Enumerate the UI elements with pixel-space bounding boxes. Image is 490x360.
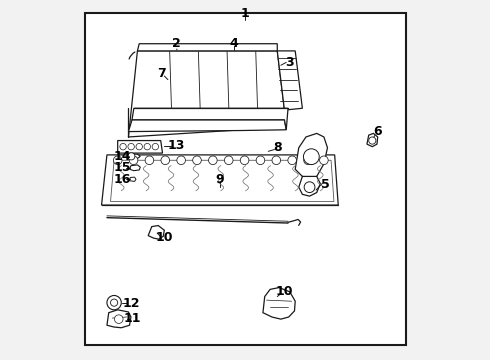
Polygon shape [132, 108, 288, 130]
Circle shape [304, 156, 312, 165]
Text: 3: 3 [286, 56, 294, 69]
Circle shape [111, 299, 118, 306]
Circle shape [368, 137, 376, 144]
Text: 7: 7 [157, 67, 166, 80]
Polygon shape [128, 51, 285, 137]
Circle shape [120, 143, 126, 150]
Circle shape [144, 143, 150, 150]
Text: 4: 4 [229, 36, 238, 50]
Circle shape [128, 143, 134, 150]
Circle shape [128, 153, 135, 160]
Circle shape [129, 156, 138, 165]
Circle shape [113, 156, 122, 165]
Text: 13: 13 [168, 139, 185, 152]
Text: 14: 14 [113, 150, 131, 163]
Circle shape [177, 156, 185, 165]
Polygon shape [277, 51, 302, 110]
Polygon shape [101, 155, 338, 205]
Circle shape [209, 156, 217, 165]
Circle shape [319, 156, 328, 165]
Text: 5: 5 [321, 178, 330, 191]
Circle shape [288, 156, 296, 165]
Circle shape [240, 156, 249, 165]
Text: 12: 12 [122, 297, 140, 310]
Circle shape [224, 156, 233, 165]
Polygon shape [118, 140, 163, 153]
Circle shape [136, 143, 143, 150]
Text: 10: 10 [276, 285, 293, 298]
Circle shape [304, 182, 315, 193]
Text: 16: 16 [113, 173, 131, 186]
Polygon shape [128, 154, 140, 158]
Polygon shape [128, 120, 286, 132]
Text: 8: 8 [273, 141, 282, 154]
Circle shape [272, 156, 281, 165]
Circle shape [145, 156, 154, 165]
Text: 2: 2 [172, 37, 181, 50]
Circle shape [161, 156, 170, 165]
Text: 6: 6 [373, 125, 382, 138]
Circle shape [115, 315, 123, 323]
Bar [85, 13, 406, 345]
Polygon shape [107, 310, 131, 328]
Text: 1: 1 [241, 7, 249, 20]
Circle shape [193, 156, 201, 165]
Polygon shape [148, 226, 164, 239]
Polygon shape [129, 165, 140, 171]
Circle shape [303, 149, 319, 165]
Polygon shape [137, 44, 277, 51]
Polygon shape [295, 134, 327, 178]
Polygon shape [299, 176, 320, 196]
Circle shape [152, 143, 159, 150]
Text: 15: 15 [113, 161, 131, 174]
Circle shape [107, 296, 122, 310]
Polygon shape [129, 177, 136, 181]
Polygon shape [263, 288, 295, 319]
Text: 11: 11 [124, 312, 142, 325]
Text: 10: 10 [155, 231, 173, 244]
Text: 9: 9 [216, 173, 224, 186]
Circle shape [256, 156, 265, 165]
Polygon shape [367, 134, 378, 147]
Polygon shape [111, 160, 334, 202]
